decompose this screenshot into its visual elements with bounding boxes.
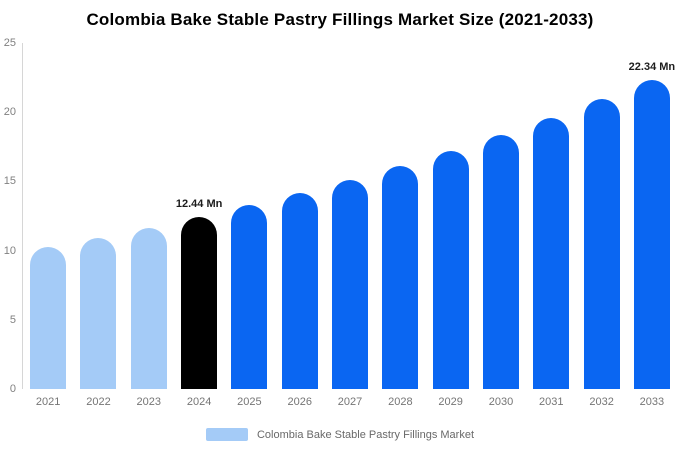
bar-2023[interactable]	[130, 227, 167, 389]
x-axis-label: 2022	[86, 396, 111, 408]
x-axis-label: 2033	[639, 396, 665, 408]
bar-slot: 2022	[73, 43, 123, 408]
bar-2027[interactable]	[332, 179, 369, 389]
x-axis-label: 2025	[237, 396, 262, 408]
bar-slot: 2021	[23, 43, 73, 408]
x-axis-label: 2021	[35, 396, 61, 408]
y-axis-tick-label: 25	[3, 37, 16, 49]
plot-area: 2021 2022 2023 2024 12.44 Mn 2025 2026 2027 2028…	[22, 43, 677, 408]
bar-2024[interactable]	[181, 216, 218, 389]
legend-swatch	[205, 428, 248, 441]
bar-slot: 2024 12.44 Mn	[174, 43, 224, 408]
bar-slot: 2026	[275, 43, 325, 408]
x-axis-label: 2028	[388, 396, 413, 408]
bar-slot: 2023	[124, 43, 174, 408]
x-axis-label: 2031	[539, 396, 564, 408]
bar-2029[interactable]	[432, 150, 469, 389]
x-axis-label: 2023	[136, 396, 162, 408]
legend[interactable]: Colombia Bake Stable Pastry Fillings Mar…	[0, 428, 680, 441]
y-axis-tick-label: 10	[3, 244, 16, 257]
bar-slot: 2029	[426, 43, 476, 408]
bar-slot: 2033 22.34 Mn	[627, 43, 677, 408]
legend-label: Colombia Bake Stable Pastry Fillings Mar…	[256, 428, 475, 441]
bar-slot: 2027	[325, 43, 375, 408]
bar-2028[interactable]	[382, 165, 419, 389]
bar-slot: 2031	[526, 43, 576, 408]
bar-2031[interactable]	[533, 117, 570, 389]
bar-2026[interactable]	[281, 192, 318, 389]
bar-slot: 2030	[476, 43, 526, 408]
bar-slot: 2032	[576, 43, 626, 408]
x-axis-label: 2024	[186, 396, 212, 408]
x-axis-label: 2027	[337, 396, 363, 408]
x-axis-label: 2026	[287, 396, 312, 408]
bar-2021[interactable]	[30, 247, 67, 389]
bar-2025[interactable]	[231, 205, 268, 389]
x-axis-label: 2030	[488, 396, 514, 408]
bar-2033[interactable]	[633, 79, 670, 389]
bars-area: 2021 2022 2023 2024 12.44 Mn 2025 2026 2027 2028…	[23, 43, 677, 408]
x-axis-label: 2032	[589, 396, 614, 408]
bar-2032[interactable]	[583, 99, 620, 389]
y-axis-tick-label: 20	[3, 106, 16, 119]
chart-title: Colombia Bake Stable Pastry Fillings Mar…	[86, 10, 594, 29]
y-axis-tick-label: 15	[3, 175, 16, 188]
bar-2022[interactable]	[80, 237, 117, 389]
bar-slot: 2025	[224, 43, 274, 408]
x-axis-label: 2029	[438, 396, 463, 408]
bar-slot: 2028	[375, 43, 425, 408]
y-axis-tick-label: 5	[9, 313, 16, 326]
bar-2030[interactable]	[482, 134, 519, 389]
value-annotation: 22.34 Mn	[628, 60, 676, 73]
value-annotation: 12.44 Mn	[175, 197, 223, 210]
y-axis-tick-label: 0	[9, 383, 16, 395]
